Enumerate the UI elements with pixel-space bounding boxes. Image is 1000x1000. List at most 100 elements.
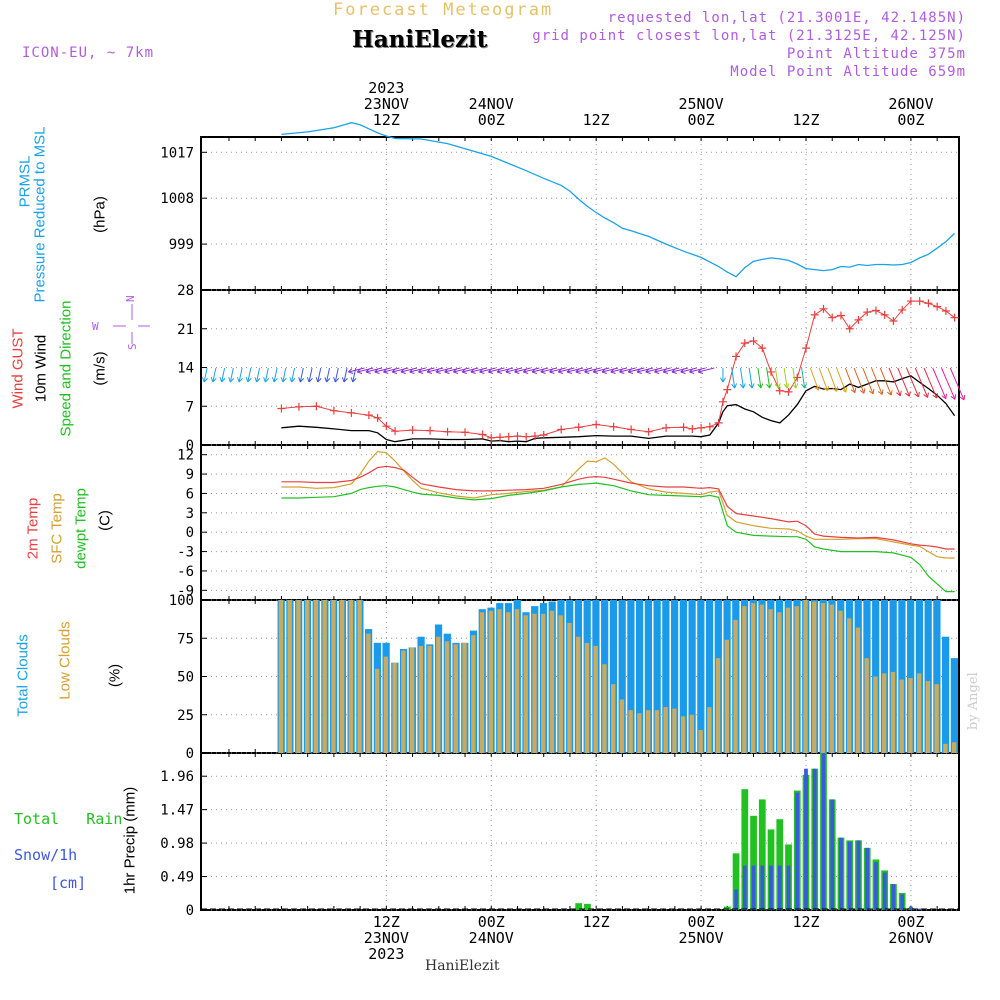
wind-direction-arrow bbox=[461, 367, 479, 374]
wind-direction-arrow bbox=[341, 367, 348, 383]
wind-direction-arrow bbox=[783, 367, 790, 389]
sfc-temp-line bbox=[281, 450, 955, 559]
low-cloud-bar bbox=[742, 606, 747, 753]
wind-direction-arrow bbox=[619, 367, 636, 374]
wind-arrow-shaft bbox=[853, 367, 865, 394]
wind-arrow-head bbox=[662, 368, 669, 374]
low-cloud-bar bbox=[925, 681, 931, 753]
wind-direction-arrow bbox=[818, 367, 830, 392]
wind-direction-arrow bbox=[391, 367, 409, 374]
wind-arrow-head bbox=[210, 377, 217, 383]
low-cloud-bar bbox=[882, 673, 887, 753]
gust-marker bbox=[941, 307, 950, 316]
total-cloud-bar bbox=[705, 600, 714, 753]
wind-arrow-shaft bbox=[792, 367, 797, 389]
wind-arrow-head bbox=[592, 368, 599, 374]
top-time-label: 24NOV 00Z bbox=[451, 96, 531, 128]
wind-direction-arrow bbox=[470, 367, 488, 374]
precip-rain-word: Rain bbox=[86, 810, 123, 828]
gust-marker bbox=[802, 344, 811, 353]
wind-arrow-shaft bbox=[739, 367, 744, 389]
wind-arrow-shaft bbox=[827, 367, 838, 392]
wind-arrow-shaft bbox=[645, 367, 662, 373]
wind-direction-arrow bbox=[871, 367, 884, 395]
rain-bar bbox=[723, 906, 731, 910]
top-time-label-line: 23NOV bbox=[363, 95, 409, 113]
wind-arrow-shaft bbox=[462, 367, 479, 373]
wind-arrow-head bbox=[514, 368, 520, 374]
wind-arrow-head bbox=[488, 368, 494, 374]
wind-arrow-shaft bbox=[774, 367, 779, 389]
wind-arrow-head bbox=[531, 368, 538, 374]
low-cloud-bar bbox=[488, 610, 493, 753]
wind-arrow-shaft bbox=[453, 367, 470, 373]
wind-arrow-head bbox=[245, 377, 252, 383]
wind-arrow-shaft bbox=[540, 367, 557, 373]
gust-marker bbox=[880, 310, 889, 319]
wind-direction-arrow bbox=[801, 367, 808, 389]
wind-arrow-shaft bbox=[549, 367, 566, 373]
y-tick-label-precipitation: 0 bbox=[186, 903, 194, 919]
gust-marker bbox=[644, 427, 653, 436]
y-tick-label-pressure: 1008 bbox=[160, 191, 194, 207]
low-cloud-bar bbox=[602, 664, 607, 753]
y-tick-label-precipitation: 0.49 bbox=[160, 870, 194, 886]
wind-direction-arrow bbox=[748, 367, 755, 389]
gust-marker bbox=[662, 423, 671, 432]
low-cloud-bar bbox=[645, 710, 651, 753]
wind-arrow-shaft bbox=[238, 367, 243, 383]
wind-direction-arrow bbox=[271, 367, 278, 383]
wind-direction-arrow bbox=[531, 367, 549, 374]
gust-marker bbox=[679, 423, 688, 432]
y-tick-label-temperature: 12 bbox=[177, 448, 194, 464]
low-cloud-bar bbox=[409, 647, 415, 753]
wind-direction-arrow bbox=[654, 367, 671, 374]
wind-arrow-shaft bbox=[593, 367, 610, 373]
snow-bar bbox=[751, 865, 756, 910]
wind-arrow-shaft bbox=[343, 367, 348, 383]
wind-direction-arrow bbox=[280, 367, 287, 383]
wind-arrow-shaft bbox=[273, 367, 278, 383]
low-cloud-bar bbox=[768, 609, 773, 753]
wind-arrow-head bbox=[479, 368, 485, 374]
wind-arrow-head bbox=[470, 368, 476, 374]
y-tick-label-precipitation: 1.47 bbox=[160, 803, 194, 819]
top-time-label-line: 24NOV bbox=[468, 95, 514, 113]
wind-arrow-head bbox=[254, 377, 261, 383]
wind-direction-arrow bbox=[236, 367, 243, 383]
bottom-time-label-line: 00Z bbox=[687, 913, 715, 931]
gust-marker bbox=[426, 426, 435, 435]
point-altitude: Point Altitude 375m bbox=[786, 46, 966, 62]
wind-arrow-head bbox=[619, 368, 625, 374]
precip-snow-label: Snow/1h bbox=[14, 846, 78, 864]
total-cloud-bar bbox=[697, 600, 705, 753]
y-tick-label-clouds: 100 bbox=[169, 593, 194, 609]
wind-arrow-head bbox=[877, 389, 884, 395]
y-tick-label-temperature: 6 bbox=[186, 486, 194, 502]
wind-direction-arrow bbox=[348, 367, 365, 374]
gust-marker bbox=[513, 432, 522, 441]
wind-direction-arrow bbox=[923, 367, 938, 399]
bottom-time-label-line: 24NOV bbox=[468, 929, 514, 947]
low-cloud-bar bbox=[951, 742, 957, 753]
panel-frame-precipitation bbox=[200, 752, 960, 911]
low-cloud-bar bbox=[785, 607, 791, 753]
wind-arrow-head bbox=[671, 368, 677, 374]
bottom-time-label-line: 23NOV bbox=[363, 929, 409, 947]
gust-marker bbox=[382, 422, 391, 431]
bottom-time-label-line: 00Z bbox=[477, 913, 505, 931]
y-tick-label-precipitation: 0.98 bbox=[160, 836, 194, 852]
top-time-label-line: 00Z bbox=[897, 111, 925, 129]
gust-marker bbox=[329, 406, 338, 415]
low-cloud-bar bbox=[278, 600, 284, 753]
wind-arrow-head bbox=[654, 368, 660, 374]
wind-arrow-head bbox=[774, 383, 781, 389]
total-cloud-bar bbox=[933, 600, 941, 753]
wind-direction-arrow bbox=[514, 367, 531, 374]
wind-direction-arrow bbox=[689, 367, 706, 374]
wind-arrow-head bbox=[832, 386, 839, 392]
snow-bar bbox=[891, 884, 896, 910]
2m-temp-line bbox=[281, 465, 955, 550]
wind-arrow-head bbox=[748, 383, 755, 389]
low-cloud-bar bbox=[532, 613, 537, 753]
